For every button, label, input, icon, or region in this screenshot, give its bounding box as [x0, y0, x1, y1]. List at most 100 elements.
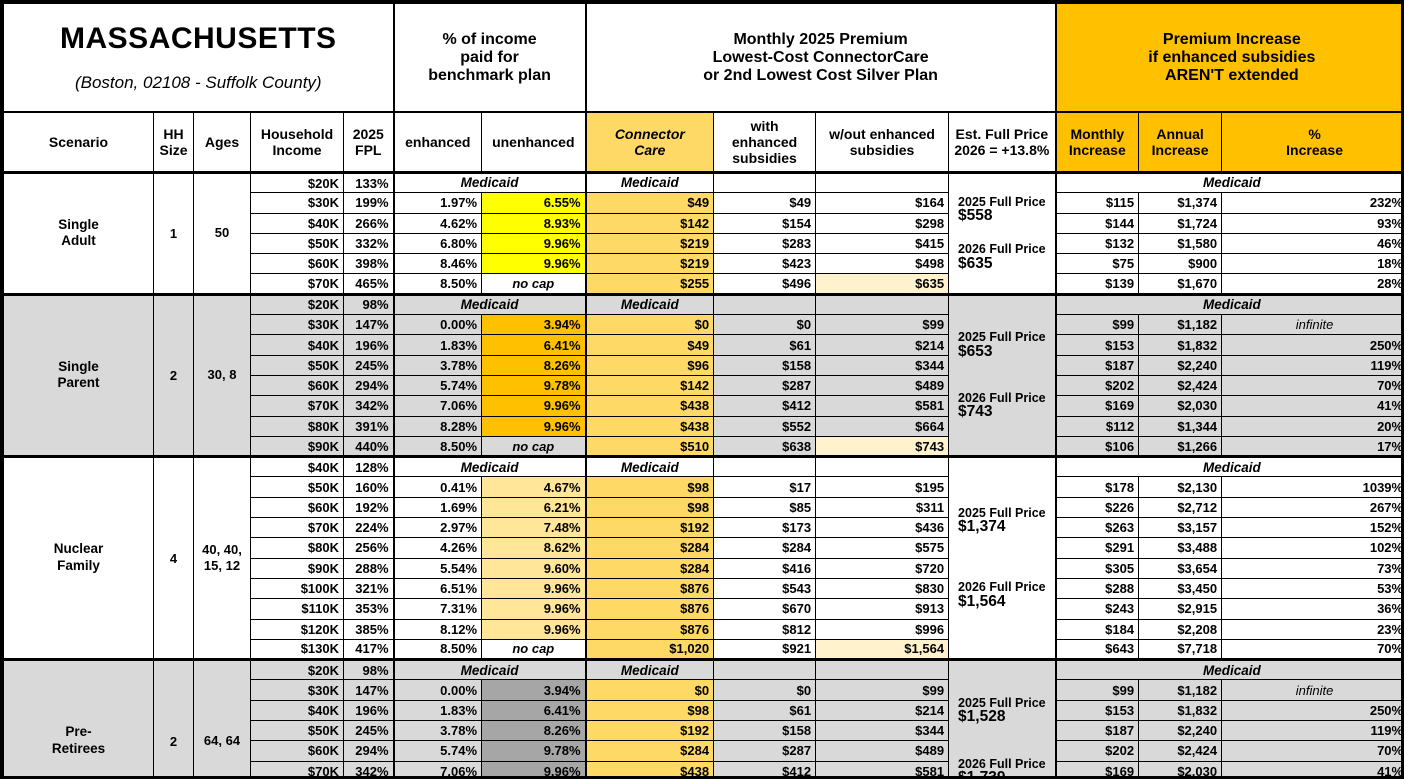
- scenario-row: Nuclear Family 4 40, 40, 15, 12 $40K 128% Med…: [3, 455, 1401, 661]
- full-price-label: 2026 Full Price: [958, 242, 1046, 257]
- cell-annual-increase: $1,670: [1138, 273, 1223, 295]
- cell-monthly-increase: $99: [1054, 679, 1140, 701]
- cell-fpl: 465%: [342, 273, 395, 295]
- cell-income: $60K: [250, 253, 344, 275]
- cell-enhanced: 5.74%: [392, 740, 483, 762]
- ages: 64, 64: [193, 658, 251, 776]
- cell-income: $60K: [250, 740, 344, 762]
- cell-unenhanced: 9.96%: [481, 395, 587, 417]
- cell-monthly-increase: $169: [1054, 395, 1140, 417]
- cell-monthly-increase: $263: [1054, 517, 1140, 539]
- cell-fpl: 342%: [342, 760, 395, 776]
- cell-income: $120K: [250, 618, 344, 640]
- scenario-name: Single Adult: [3, 171, 154, 295]
- cell-enhanced: 8.50%: [392, 273, 483, 295]
- cell-without-subsidies: $743: [815, 435, 950, 458]
- full-price-block: 2025 Full Price $1,374 2026 Full Price $1,5…: [950, 461, 1055, 656]
- cell-pct-increase: infinite: [1221, 314, 1401, 336]
- cell-pct-increase: 28%: [1221, 273, 1401, 295]
- cell-with-subsidies: $543: [713, 577, 817, 600]
- cell-pct-increase: 53%: [1221, 577, 1401, 600]
- cell-with-subsidies: $496: [713, 273, 817, 295]
- cell-monthly-increase: $106: [1054, 435, 1140, 458]
- column-header-enhanced: enhanced: [392, 111, 483, 174]
- cell-income: $90K: [250, 435, 344, 458]
- table-title: MASSACHUSETTS (Boston, 02108 - Suffolk C…: [3, 3, 395, 113]
- cell-connector-care: $438: [584, 760, 715, 776]
- cell-connector-care: $192: [584, 720, 715, 742]
- cell-monthly-increase: $115: [1054, 192, 1140, 214]
- cell-without-subsidies: $344: [815, 720, 950, 742]
- full-price-value: $743: [958, 403, 993, 421]
- cell-without-subsidies: $720: [815, 557, 950, 579]
- cell-with-subsidies: $552: [713, 415, 817, 437]
- cell-monthly-increase: $202: [1054, 374, 1140, 397]
- cell-unenhanced: 8.93%: [481, 212, 587, 234]
- cell-pct-increase: 119%: [1221, 354, 1401, 376]
- cell-with-subsidies: $0: [713, 314, 817, 336]
- cell-without-subsidies: $635: [815, 273, 950, 295]
- full-price-value: $558: [958, 207, 993, 225]
- cell-with-subsidies: $287: [713, 374, 817, 397]
- cell-est-full-price: 2025 Full Price $1,374 2026 Full Price $1,5…: [948, 455, 1057, 661]
- cell-pct-increase: 70%: [1221, 374, 1401, 397]
- cell-income: $50K: [250, 354, 344, 376]
- scenario-name: Nuclear Family: [3, 455, 154, 661]
- cell-fpl: 245%: [342, 354, 395, 376]
- cell-fpl: 224%: [342, 517, 395, 539]
- cell-monthly-increase: $99: [1054, 314, 1140, 336]
- cell-pct-increase: 41%: [1221, 760, 1401, 776]
- cell-without-subsidies: $581: [815, 760, 950, 776]
- cell-monthly-increase: $202: [1054, 740, 1140, 762]
- cell-enhanced: 1.69%: [392, 496, 483, 519]
- full-price-label: 2026 Full Price: [958, 756, 1046, 771]
- cell-fpl: 196%: [342, 699, 395, 722]
- full-price-group: 2026 Full Price $1,564: [958, 581, 1046, 609]
- ages: 30, 8: [193, 292, 251, 458]
- cell-enhanced: 8.50%: [392, 435, 483, 458]
- cell-enhanced: 4.62%: [392, 212, 483, 234]
- cell-income: $80K: [250, 537, 344, 559]
- cell-pct-increase: 232%: [1221, 192, 1401, 214]
- cell-annual-increase: $1,724: [1138, 212, 1223, 234]
- cell-unenhanced: 6.55%: [481, 192, 587, 214]
- full-price-group: 2026 Full Price $1,739: [958, 756, 1046, 779]
- cell-pct-increase: 119%: [1221, 720, 1401, 742]
- column-header-household-income: Household Income: [250, 111, 344, 174]
- cell-est-full-price: 2025 Full Price $653 2026 Full Price $743: [948, 292, 1057, 458]
- cell-without-subsidies: [815, 658, 950, 681]
- scenario-row: $70K 342% 7.06% 9.96% $438 $412 $581 $169 $2,030…: [3, 760, 1401, 776]
- cell-monthly-increase: $153: [1054, 334, 1140, 356]
- cell-with-subsidies: $61: [713, 699, 817, 722]
- cell-enhanced: 5.74%: [392, 374, 483, 397]
- cell-unenhanced: 9.60%: [481, 557, 587, 579]
- cell-fpl: 147%: [342, 679, 395, 701]
- cell-pct-increase: 70%: [1221, 740, 1401, 762]
- cell-enhanced: 7.06%: [392, 395, 483, 417]
- cell-fpl: 385%: [342, 618, 395, 640]
- cell-annual-increase: $2,208: [1138, 618, 1223, 640]
- cell-enhanced: 1.83%: [392, 699, 483, 722]
- cell-annual-increase: $3,450: [1138, 577, 1223, 600]
- column-header-pct-increase: % Increase: [1221, 111, 1401, 174]
- cell-income: $30K: [250, 314, 344, 336]
- cell-pct-increase: 267%: [1221, 496, 1401, 519]
- cell-without-subsidies: $1,564: [815, 638, 950, 661]
- cell-connector-care: $510: [584, 435, 715, 458]
- full-price-value: $1,739: [958, 769, 1006, 779]
- cell-no-cap: no cap: [481, 273, 587, 295]
- scenario-row: Pre- Retirees 2 64, 64 $20K 98% Medicaid Medic…: [3, 658, 1401, 776]
- group-header-premium: Monthly 2025 Premium Lowest-Cost Connect…: [584, 3, 1057, 113]
- cell-enhanced: 4.26%: [392, 537, 483, 559]
- cell-income: $80K: [250, 415, 344, 437]
- cell-annual-increase: $1,266: [1138, 435, 1223, 458]
- cell-annual-increase: $2,240: [1138, 354, 1223, 376]
- cell-no-cap: no cap: [481, 638, 587, 661]
- cell-medicaid-benchmark: Medicaid: [392, 170, 587, 194]
- cell-no-cap: no cap: [481, 435, 587, 458]
- cell-with-subsidies: $49: [713, 192, 817, 214]
- scenario-name: Pre- Retirees: [3, 658, 154, 776]
- cell-with-subsidies: $638: [713, 435, 817, 458]
- column-header-row: Scenario HH Size Ages Household Income 2…: [3, 111, 1401, 174]
- cell-income: $50K: [250, 476, 344, 498]
